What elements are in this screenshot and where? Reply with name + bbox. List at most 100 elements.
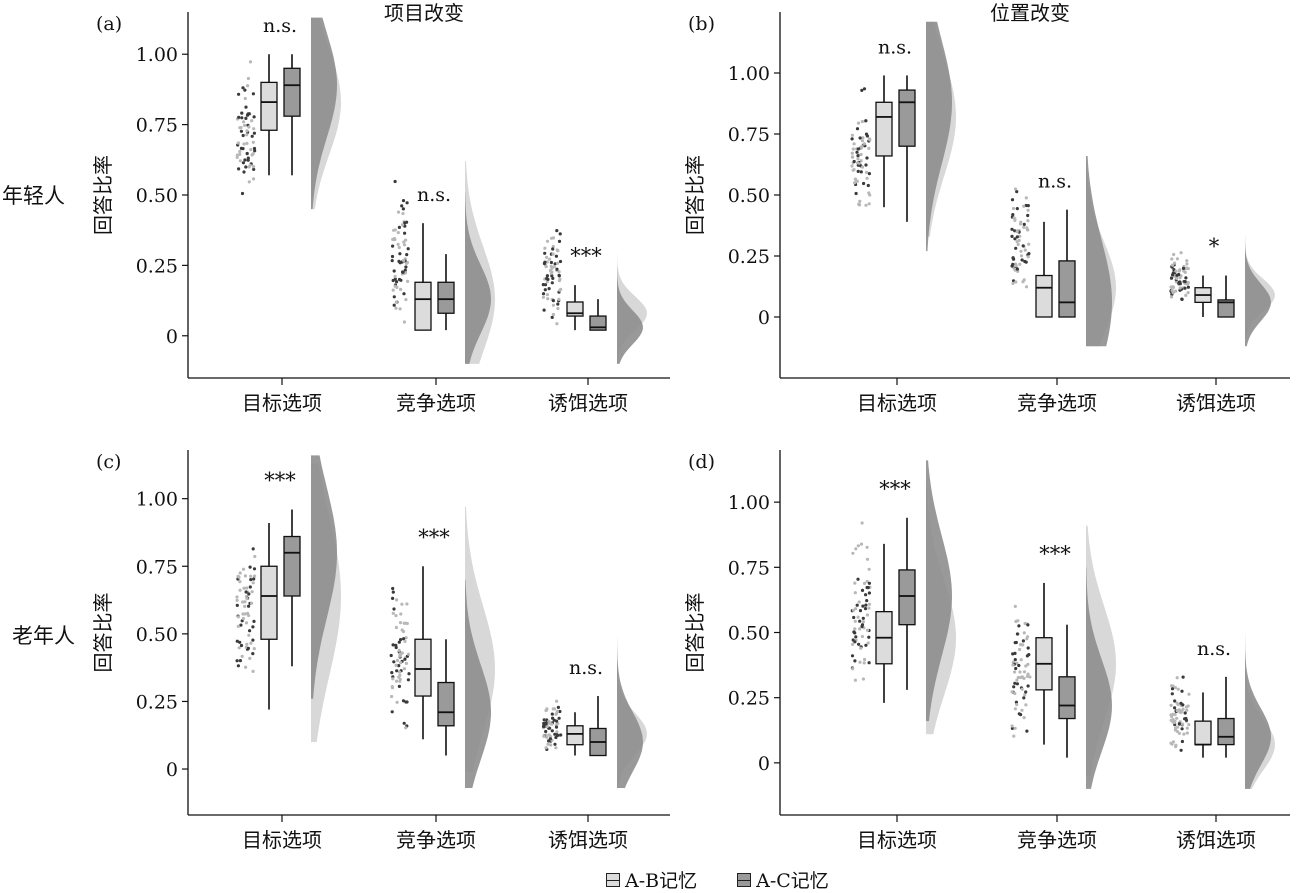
data-point xyxy=(1015,230,1019,234)
data-point xyxy=(858,203,862,207)
data-point xyxy=(244,590,248,594)
data-point xyxy=(395,280,399,284)
density-ac xyxy=(1245,221,1271,347)
data-point xyxy=(238,126,242,130)
data-point xyxy=(400,628,404,632)
data-point xyxy=(1014,666,1018,671)
data-point xyxy=(546,277,550,281)
data-point xyxy=(246,611,250,616)
data-point xyxy=(390,259,394,263)
significance-label: *** xyxy=(1039,542,1071,566)
data-point xyxy=(244,621,249,625)
data-point xyxy=(242,170,246,174)
data-point xyxy=(1010,726,1015,731)
data-point xyxy=(1025,654,1029,658)
data-point xyxy=(241,133,245,138)
data-point xyxy=(861,677,866,681)
data-point xyxy=(238,588,242,592)
data-point xyxy=(864,119,868,123)
data-point xyxy=(251,638,255,642)
data-point xyxy=(404,298,408,302)
data-point xyxy=(1020,708,1024,712)
data-point xyxy=(545,280,549,284)
data-point xyxy=(398,252,402,256)
data-point xyxy=(404,661,408,666)
data-point xyxy=(1011,281,1015,285)
data-point xyxy=(558,259,563,264)
data-point xyxy=(1169,703,1173,708)
data-point xyxy=(867,146,871,150)
data-point xyxy=(851,551,855,555)
data-point xyxy=(247,633,251,637)
density-ac xyxy=(926,21,952,252)
box-ac xyxy=(1217,717,1235,746)
data-point xyxy=(1016,242,1020,247)
data-point xyxy=(1170,257,1174,261)
data-point xyxy=(1185,726,1189,730)
data-point xyxy=(551,303,556,307)
data-point xyxy=(859,159,863,163)
data-point xyxy=(241,147,245,151)
data-point xyxy=(1025,635,1030,639)
data-point xyxy=(1185,731,1189,735)
data-point xyxy=(856,121,861,125)
data-point xyxy=(550,315,554,319)
data-point xyxy=(401,199,406,203)
data-point xyxy=(393,274,397,279)
data-point xyxy=(400,651,404,655)
data-point xyxy=(865,176,869,180)
data-point xyxy=(1022,631,1026,635)
data-point xyxy=(1015,190,1019,194)
box-ac xyxy=(898,89,916,147)
data-point xyxy=(236,141,240,145)
data-point xyxy=(1013,218,1017,222)
y-tick-label: 0.50 xyxy=(728,623,770,645)
data-point xyxy=(246,76,250,81)
data-point xyxy=(402,243,407,247)
significance-label: n.s. xyxy=(1197,638,1231,660)
data-point xyxy=(1021,280,1025,284)
data-point xyxy=(549,260,554,265)
y-tick-label: 0.75 xyxy=(136,556,178,578)
significance-label: n.s. xyxy=(417,184,451,206)
data-point xyxy=(552,265,556,269)
data-point xyxy=(391,590,395,594)
data-point xyxy=(252,619,256,624)
box-ab xyxy=(414,281,432,331)
data-point xyxy=(856,577,860,581)
y-axis-label: 回答比率 xyxy=(91,593,115,673)
data-point xyxy=(241,161,245,165)
data-point xyxy=(546,297,550,301)
data-point xyxy=(1026,255,1030,259)
significance-label: *** xyxy=(879,477,911,501)
data-point xyxy=(399,661,403,665)
data-point xyxy=(396,242,400,246)
data-point xyxy=(555,267,559,271)
x-tick-label: 竞争选项 xyxy=(1017,391,1097,415)
data-point xyxy=(1026,684,1030,688)
density-ac xyxy=(1086,155,1112,347)
data-point xyxy=(550,274,554,278)
data-point xyxy=(1010,264,1014,268)
data-point xyxy=(1185,262,1189,266)
data-point xyxy=(551,252,555,256)
data-point xyxy=(1174,289,1178,293)
data-point xyxy=(549,743,553,747)
data-point xyxy=(398,307,402,311)
data-point xyxy=(248,60,253,64)
panel-label: (b) xyxy=(688,13,715,35)
data-point xyxy=(238,659,242,663)
data-point xyxy=(556,302,560,306)
data-point xyxy=(238,580,242,584)
data-point xyxy=(1186,267,1190,271)
data-point xyxy=(865,156,869,160)
data-point xyxy=(242,123,247,127)
data-point xyxy=(404,700,408,704)
data-point xyxy=(1013,670,1017,674)
data-point xyxy=(1169,276,1174,280)
data-point xyxy=(248,565,252,569)
data-point xyxy=(544,746,548,750)
data-point xyxy=(1182,269,1186,273)
data-point xyxy=(1011,663,1015,667)
